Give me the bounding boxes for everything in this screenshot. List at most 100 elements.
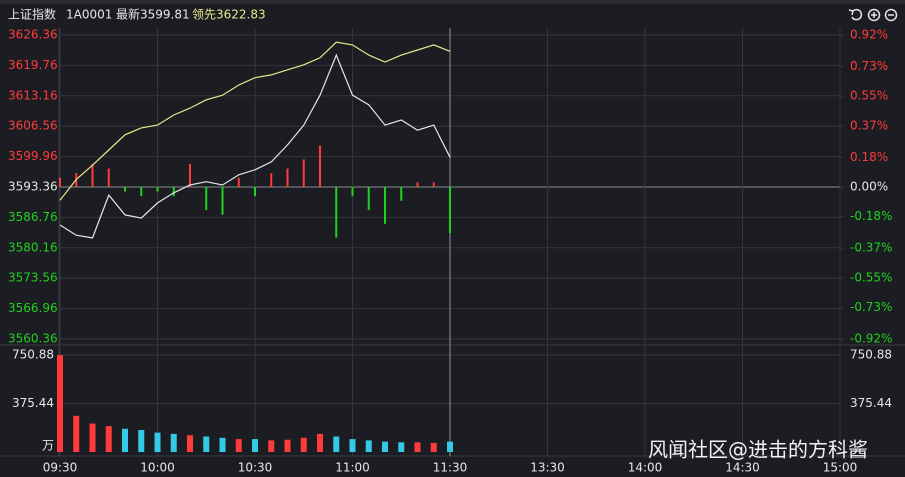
y-tick-label: 3560.36 — [8, 332, 58, 346]
x-tick-label: 13:30 — [530, 461, 565, 475]
breadth-bar — [286, 168, 289, 187]
volume-bar — [300, 437, 307, 452]
volume-bar — [73, 415, 80, 452]
breadth-bar — [107, 168, 110, 187]
volume-unit: 万 — [42, 439, 54, 453]
breadth-bar — [270, 173, 273, 187]
breadth-bar — [254, 187, 256, 197]
volume-tick-label-right: 750.88 — [850, 348, 892, 362]
y2-tick-label: -0.92% — [850, 332, 892, 346]
breadth-bar — [367, 187, 370, 211]
breadth-bar — [91, 163, 94, 187]
breadth-bar — [172, 187, 175, 197]
y2-tick-label: 0.00% — [850, 180, 888, 194]
y-tick-label: 3613.16 — [8, 88, 58, 102]
x-tick-label: 14:30 — [725, 461, 760, 475]
zoom-out-icon[interactable] — [884, 8, 898, 22]
volume-bar — [398, 442, 405, 452]
y2-tick-label: 0.18% — [850, 150, 888, 164]
breadth-bar — [156, 187, 159, 192]
breadth-bar — [335, 187, 338, 238]
breadth-bar — [59, 177, 61, 187]
volume-bar — [154, 432, 161, 452]
zoom-in-plus — [871, 12, 877, 18]
x-tick-label: 10:00 — [140, 461, 175, 475]
y2-tick-label: -0.37% — [850, 241, 892, 255]
x-tick-label: 14:00 — [628, 461, 663, 475]
volume-bar — [187, 435, 193, 452]
breadth-bar — [319, 145, 321, 187]
price-line — [59, 41, 451, 201]
breadth-bar — [400, 187, 403, 201]
breadth-bar — [124, 187, 126, 192]
y2-tick-label: -0.18% — [850, 209, 892, 223]
y-tick-label: 3626.36 — [8, 28, 58, 42]
breadth-bar — [416, 182, 419, 187]
volume-bar — [414, 442, 421, 452]
x-tick-label: 11:00 — [335, 461, 370, 475]
y-tick-label: 3573.56 — [8, 271, 58, 285]
x-tick-label: 10:30 — [238, 461, 273, 475]
price-line — [59, 53, 451, 239]
volume-bar — [252, 439, 258, 452]
volume-bar — [365, 440, 372, 452]
breadth-bar — [189, 163, 191, 187]
breadth-bar — [302, 159, 305, 187]
top-strip — [0, 0, 905, 4]
y2-tick-label: 0.37% — [850, 118, 888, 132]
volume-bar — [219, 437, 226, 452]
breadth-bar — [384, 187, 386, 224]
volume-bar — [317, 433, 323, 452]
y-tick-label: 3619.76 — [8, 58, 58, 72]
y2-tick-label: 0.55% — [850, 89, 888, 103]
volume-bar — [349, 439, 356, 452]
volume-bar — [122, 428, 128, 452]
breadth-bar — [140, 187, 143, 197]
breadth-bar — [449, 187, 451, 234]
volume-bar — [235, 439, 242, 452]
volume-bar — [105, 426, 112, 452]
x-tick-label: 15:00 — [823, 461, 858, 475]
zoom-in-icon[interactable] — [867, 8, 881, 22]
breadth-bar — [237, 177, 240, 187]
volume-bar — [89, 423, 96, 452]
volume-bar — [138, 430, 145, 452]
breadth-bar — [432, 182, 435, 187]
y2-tick-label: 0.92% — [850, 28, 888, 42]
y-tick-label: 3580.16 — [8, 240, 58, 254]
toolbar[interactable] — [848, 8, 898, 22]
leading-price: 领先3622.83 — [192, 8, 266, 22]
volume-tick-label: 750.88 — [12, 348, 54, 362]
breadth-bar — [221, 187, 224, 215]
y-tick-label: 3566.96 — [8, 301, 58, 315]
latest-price: 最新3599.81 — [116, 7, 190, 22]
volume-bar — [382, 441, 388, 452]
watermark: 风闻社区@进击的方科酱 — [648, 438, 868, 462]
y-tick-label: 3606.56 — [8, 119, 58, 133]
volume-bar — [170, 433, 177, 452]
x-tick-label: 11:30 — [433, 461, 468, 475]
volume-tick-label: 375.44 — [12, 396, 54, 410]
index-code: 1A0001 — [66, 8, 112, 22]
volume-bar — [430, 442, 437, 452]
y2-tick-label: -0.73% — [850, 300, 892, 314]
volume-bar — [284, 439, 291, 452]
volume-bar — [203, 436, 210, 452]
y-tick-label: 3586.76 — [8, 210, 58, 224]
breadth-bar — [205, 187, 208, 211]
y2-tick-label: 0.73% — [850, 59, 888, 73]
breadth-bar — [351, 187, 354, 197]
refresh-icon[interactable] — [848, 8, 863, 21]
x-tick-label: 09:30 — [43, 461, 78, 475]
volume-bar — [57, 355, 63, 452]
y-tick-label: 3593.36 — [8, 180, 58, 194]
index-name: 上证指数 — [8, 7, 56, 22]
y-tick-label: 3599.96 — [8, 149, 58, 163]
y2-tick-label: -0.55% — [850, 270, 892, 284]
volume-bar — [268, 440, 275, 452]
volume-bar — [333, 436, 340, 452]
volume-bar — [447, 441, 453, 452]
